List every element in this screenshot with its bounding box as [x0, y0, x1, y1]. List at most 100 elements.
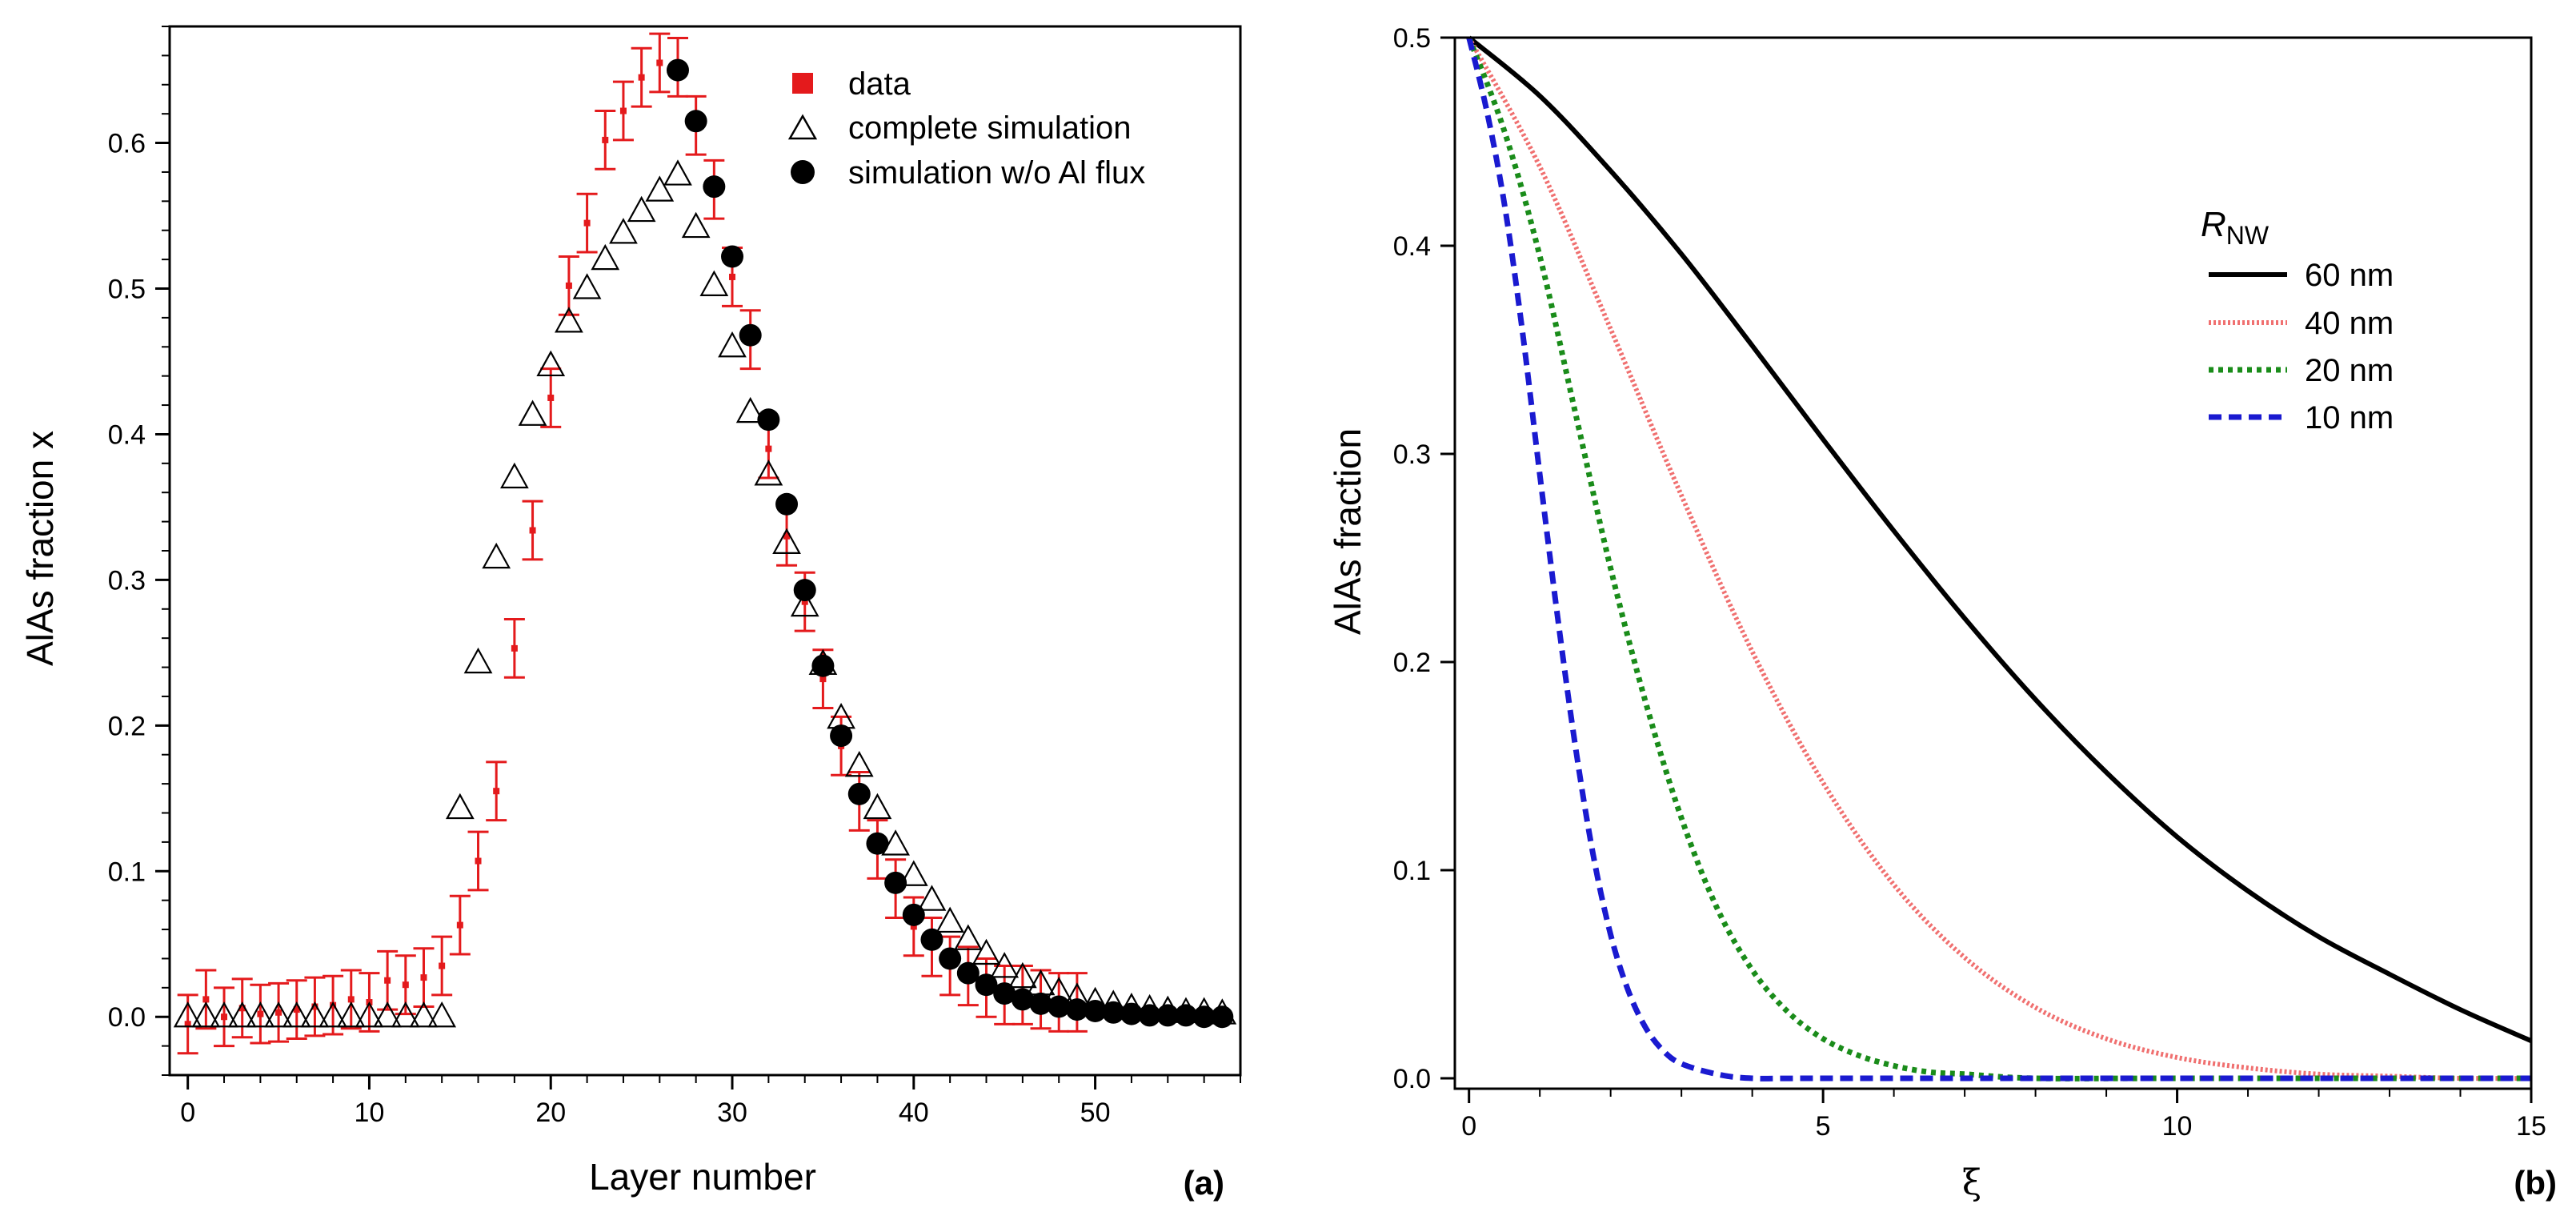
legend-label-40nm: 40 nm — [2305, 306, 2394, 341]
data-point — [250, 983, 271, 1045]
simulation-wo-al-flux-point — [1084, 999, 1107, 1022]
data-point — [214, 986, 235, 1048]
simulation-wo-al-flux-point — [775, 492, 799, 516]
data-marker — [238, 1005, 246, 1012]
panel-a-y-tick-label: 0.5 — [108, 275, 146, 305]
data-marker — [729, 273, 736, 280]
data-marker — [402, 981, 409, 989]
data-point — [631, 46, 652, 108]
complete-simulation-point — [318, 1001, 347, 1028]
panel-b: 0 5 10 15 0.0 0.1 0.2 0.3 0.4 0.5 ξ AlAs fractio… — [1327, 23, 2557, 1203]
simulation-wo-al-flux-point — [939, 947, 962, 970]
simulation-wo-al-flux-point — [993, 982, 1016, 1005]
panel-a-y-axis-title: AlAs fraction x — [19, 431, 61, 666]
simulation-wo-al-flux-point — [757, 408, 780, 431]
legend-label-10nm: 10 nm — [2305, 400, 2394, 435]
complete-simulation-point — [645, 175, 675, 202]
data-marker — [910, 923, 917, 930]
complete-simulation-point — [681, 211, 711, 239]
complete-simulation-point — [772, 528, 801, 555]
complete-simulation-point — [627, 195, 656, 223]
complete-simulation-point — [1008, 961, 1037, 989]
panel-a-y-tick-label: 0.3 — [108, 565, 146, 596]
complete-simulation-point — [227, 1001, 257, 1028]
complete-simulation-point — [718, 331, 747, 358]
complete-simulation-point — [754, 459, 783, 486]
panel-b-x-tick-labels: 0 5 10 15 — [1461, 1111, 2546, 1142]
panel-a: 0 10 20 30 40 50 0.0 0.1 0.2 0.3 0.4 0.5 0.6 Layer … — [19, 25, 1242, 1202]
simulation-wo-al-flux-point — [1211, 1005, 1234, 1029]
curve-10-nm — [1466, 37, 2531, 1082]
data-point — [195, 969, 217, 1030]
simulation-wo-al-flux-point — [703, 175, 726, 199]
data-marker — [330, 1001, 337, 1009]
data-marker — [293, 1006, 300, 1013]
complete-simulation-point — [264, 1001, 293, 1028]
panel-a-frame — [168, 25, 1242, 1077]
legend-label-simulation-wo-al-flux: simulation w/o Al flux — [848, 155, 1145, 191]
legend-label-60nm: 60 nm — [2305, 258, 2394, 293]
complete-simulation-point — [935, 906, 965, 933]
data-point — [467, 830, 489, 892]
panel-b-y-tick-label: 0.1 — [1393, 856, 1431, 886]
simulation-wo-al-flux-point — [1102, 1001, 1125, 1024]
complete-simulation-point — [990, 952, 1020, 978]
complete-simulation-point — [210, 1001, 238, 1028]
simulation-wo-al-flux-point — [866, 832, 889, 855]
legend-title: RNW — [2201, 205, 2270, 250]
panel-a-x-tick-label: 50 — [1080, 1098, 1111, 1128]
legend-marker-complete-simulation — [787, 114, 818, 140]
data-point — [286, 979, 307, 1041]
data-marker — [384, 977, 391, 984]
simulation-wo-al-flux-point — [721, 245, 744, 268]
complete-simulation-point — [572, 273, 602, 299]
panel-b-x-axis-title: ξ — [1962, 1162, 1981, 1203]
simulation-wo-al-flux-point — [739, 323, 762, 347]
curve-60-nm — [1467, 35, 2533, 1043]
panel-b-ticks — [1440, 36, 2533, 1103]
complete-simulation-point — [355, 1001, 384, 1028]
panel-a-x-tick-label: 0 — [180, 1098, 195, 1128]
simulation-wo-al-flux-point — [666, 58, 689, 82]
complete-simulation-point — [518, 399, 547, 426]
complete-simulation-point — [953, 924, 983, 950]
curve-40-nm — [1467, 36, 2532, 1082]
data-marker — [765, 445, 772, 452]
data-marker — [819, 676, 827, 683]
complete-simulation-point — [735, 396, 765, 423]
data-point — [231, 977, 253, 1039]
curve-20-nm — [1466, 36, 2531, 1082]
data-marker — [656, 59, 663, 66]
data-marker — [529, 527, 536, 534]
data-marker — [602, 136, 609, 143]
complete-simulation-point — [445, 793, 475, 820]
panel-a-marks — [173, 32, 1237, 1055]
simulation-wo-al-flux-point — [902, 903, 925, 926]
complete-simulation-point — [536, 350, 566, 377]
complete-simulation-point — [972, 938, 1001, 965]
legend-label-data: data — [848, 66, 911, 102]
data-marker — [311, 1003, 318, 1010]
legend-label-complete-simulation: complete simulation — [848, 110, 1132, 146]
complete-simulation-point — [663, 159, 692, 186]
panel-b-x-tick-label: 5 — [1816, 1111, 1831, 1142]
data-marker — [783, 532, 791, 540]
complete-simulation-point — [300, 1001, 330, 1028]
data-marker — [547, 394, 555, 401]
data-point — [340, 969, 362, 1030]
panel-a-x-tick-label: 30 — [717, 1098, 747, 1128]
simulation-wo-al-flux-point — [847, 782, 871, 805]
simulation-wo-al-flux-point — [956, 961, 980, 985]
data-point — [268, 981, 290, 1043]
complete-simulation-point — [863, 793, 892, 820]
panel-b-y-tick-label: 0.5 — [1393, 23, 1431, 54]
panel-b-y-tick-label: 0.3 — [1393, 439, 1431, 470]
data-point — [413, 947, 435, 1008]
panel-b-x-tick-label: 10 — [2162, 1111, 2193, 1142]
data-point — [558, 255, 579, 316]
panel-b-frame — [1453, 36, 2533, 1090]
panel-a-x-axis-title: Layer number — [589, 1156, 816, 1198]
panel-b-y-tick-label: 0.2 — [1393, 648, 1431, 678]
complete-simulation-point — [391, 1001, 420, 1028]
